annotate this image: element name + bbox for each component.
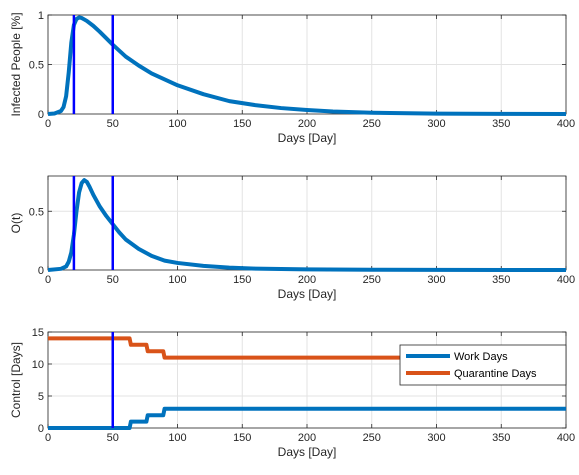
x-tick-label: 300 — [427, 274, 445, 286]
x-tick-label: 350 — [492, 274, 510, 286]
x-axis-label: Days [Day] — [278, 131, 337, 145]
legend-box — [399, 344, 567, 386]
x-tick-label: 200 — [298, 432, 316, 444]
series-line-quarantine-days — [48, 336, 566, 360]
x-tick-label: 200 — [298, 118, 316, 130]
x-tick-label: 150 — [233, 118, 251, 130]
x-tick-label: 100 — [168, 432, 186, 444]
y-axis-label: O(t) — [9, 213, 23, 234]
x-tick-label: 250 — [363, 118, 381, 130]
x-tick-label: 300 — [427, 118, 445, 130]
x-tick-label: 50 — [107, 432, 119, 444]
legend: Work Days Quarantine Days — [399, 344, 567, 386]
x-tick-label: 0 — [45, 432, 51, 444]
y-tick-label: 0.5 — [29, 60, 44, 72]
legend-label: Quarantine Days — [454, 368, 537, 380]
y-axis-label: Infected People [%] — [9, 12, 23, 116]
x-tick-label: 100 — [168, 274, 186, 286]
legend-label: Work Days — [454, 351, 508, 363]
x-tick-label: 350 — [492, 118, 510, 130]
y-tick-label: 5 — [38, 391, 44, 403]
y-tick-label: 1 — [38, 10, 44, 22]
x-tick-label: 350 — [492, 432, 510, 444]
x-axis-label: Days [Day] — [278, 287, 337, 301]
plot-o-of-t: 0 50 100 150 200 250 300 350 400 0 0.5 Days [Day] O(… — [9, 175, 575, 301]
x-tick-label: 50 — [107, 118, 119, 130]
plot-control-days: 0 50 100 150 200 250 300 350 400 0 5 10 15 Days [Day]… — [9, 327, 575, 459]
series-line-work-days — [48, 406, 566, 430]
y-tick-label: 10 — [32, 359, 44, 371]
x-tick-label: 250 — [363, 432, 381, 444]
x-tick-label: 0 — [45, 118, 51, 130]
x-tick-label: 250 — [363, 274, 381, 286]
x-tick-label: 100 — [168, 118, 186, 130]
x-tick-label: 400 — [557, 274, 575, 286]
y-tick-label: 15 — [32, 327, 44, 339]
x-tick-label: 200 — [298, 274, 316, 286]
x-tick-label: 150 — [233, 432, 251, 444]
x-tick-label: 400 — [557, 432, 575, 444]
y-tick-label: 0 — [38, 109, 44, 121]
x-tick-label: 150 — [233, 274, 251, 286]
y-tick-label: 0 — [38, 423, 44, 435]
x-tick-label: 0 — [45, 274, 51, 286]
y-axis-label: Control [Days] — [9, 342, 23, 418]
plot-infected-people: 0 50 100 150 200 250 300 350 400 0 0.5 1 Days [Day] I… — [9, 10, 575, 145]
x-tick-label: 300 — [427, 432, 445, 444]
x-tick-label: 400 — [557, 118, 575, 130]
series-line-0 — [47, 15, 567, 116]
y-tick-label: 0.5 — [29, 206, 44, 218]
x-axis-label: Days [Day] — [278, 445, 337, 459]
x-tick-label: 50 — [107, 274, 119, 286]
y-tick-label: 0 — [38, 265, 44, 277]
